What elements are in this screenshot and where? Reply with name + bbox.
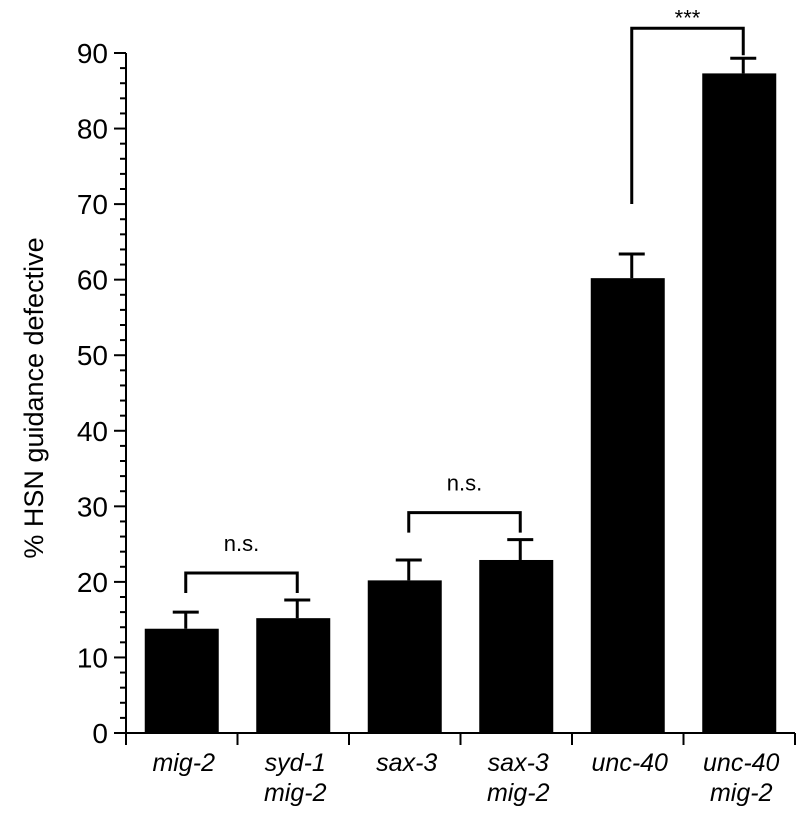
y-ticks: 0 10 20 30 40 50 60 70 80 90 xyxy=(77,38,126,749)
x-tick-label: unc-40 xyxy=(592,749,669,777)
error-bars xyxy=(172,56,757,629)
y-tick-label: 70 xyxy=(77,189,108,220)
significance-bracket xyxy=(184,571,299,594)
bar xyxy=(256,618,331,733)
x-tick-label: sax-3 xyxy=(488,749,549,777)
bars xyxy=(144,73,777,733)
x-tick-label: mig-2 xyxy=(710,779,773,807)
axes xyxy=(125,53,796,745)
y-tick-label: 40 xyxy=(77,416,108,447)
x-tick-label: unc-40 xyxy=(703,749,780,777)
y-tick-label: 10 xyxy=(77,642,108,673)
significance-bracket xyxy=(407,511,522,533)
x-tick-label: mig-2 xyxy=(264,779,327,807)
significance-label: *** xyxy=(675,5,701,30)
x-tick-label: sax-3 xyxy=(376,749,437,777)
y-tick-label: 90 xyxy=(77,38,108,69)
y-tick-label: 30 xyxy=(77,491,108,522)
y-tick-label: 20 xyxy=(77,567,108,598)
bar xyxy=(702,73,777,733)
y-tick-label: 60 xyxy=(77,265,108,296)
significance-label: n.s. xyxy=(224,531,259,556)
y-tick-label: 80 xyxy=(77,114,108,145)
y-axis-label: % HSN guidance defective xyxy=(19,237,49,558)
x-tick-label: syd-1 xyxy=(265,749,326,777)
x-tick-label: mig-2 xyxy=(152,749,215,777)
y-tick-label: 50 xyxy=(77,340,108,371)
significance-label: n.s. xyxy=(447,471,482,496)
bar xyxy=(590,278,665,733)
y-tick-label: 0 xyxy=(92,718,108,749)
bar xyxy=(144,628,219,733)
significance-bracket xyxy=(630,26,745,204)
x-tick-label: mig-2 xyxy=(487,779,550,807)
significance-annotations: n.s. n.s. *** xyxy=(184,5,745,594)
bar xyxy=(367,580,442,733)
bar xyxy=(479,559,554,733)
